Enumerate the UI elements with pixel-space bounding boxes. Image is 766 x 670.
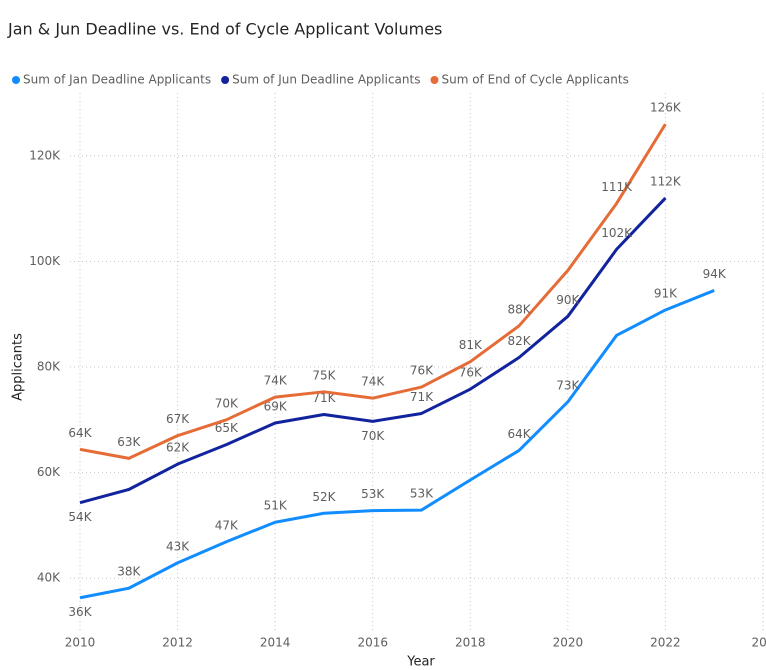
- data-label: 69K: [264, 399, 288, 413]
- data-label: 70K: [361, 429, 385, 443]
- legend-label: Sum of Jun Deadline Applicants: [232, 73, 420, 87]
- y-tick-label: 120K: [29, 148, 61, 162]
- data-label: 54K: [68, 510, 92, 524]
- y-axis-title: Applicants: [11, 333, 26, 401]
- legend-label: Sum of End of Cycle Applicants: [441, 73, 628, 87]
- legend-marker: [430, 76, 439, 84]
- data-label: 67K: [166, 412, 190, 426]
- data-label: 91K: [654, 286, 678, 300]
- x-tick-label: 2022: [650, 636, 681, 650]
- data-label: 64K: [68, 426, 92, 440]
- data-label: 76K: [459, 366, 483, 380]
- data-label: 94K: [703, 267, 727, 281]
- data-label: 63K: [117, 435, 141, 449]
- series-line: [79, 123, 667, 460]
- data-label: 102K: [601, 226, 633, 240]
- data-label: 38K: [117, 565, 141, 579]
- x-tick-label: 2012: [162, 636, 193, 650]
- data-label: 47K: [215, 518, 239, 532]
- data-label: 74K: [361, 375, 385, 389]
- data-label: 43K: [166, 539, 190, 553]
- legend-label: Sum of Jan Deadline Applicants: [23, 73, 211, 87]
- data-label: 88K: [508, 302, 532, 316]
- data-label: 36K: [68, 605, 92, 619]
- data-label: 65K: [215, 421, 239, 435]
- x-axis-title: Year: [406, 655, 435, 670]
- data-label: 90K: [556, 293, 580, 307]
- data-label: 81K: [459, 338, 483, 352]
- data-label: 73K: [556, 378, 580, 392]
- data-label: 53K: [361, 487, 385, 501]
- data-label: 74K: [264, 374, 288, 388]
- data-label: 52K: [312, 490, 336, 504]
- data-label: 75K: [312, 368, 336, 382]
- data-label: 53K: [410, 487, 434, 501]
- data-label: 112K: [650, 175, 682, 189]
- y-tick-label: 40K: [37, 571, 61, 585]
- y-tick-label: 80K: [37, 360, 61, 374]
- data-label: 126K: [650, 101, 682, 115]
- data-label: 71K: [410, 390, 434, 404]
- x-tick-label: 2020: [553, 636, 584, 650]
- x-tick-label: 202: [752, 636, 766, 650]
- legend-marker: [12, 76, 20, 84]
- chart-title: Jan & Jun Deadline vs. End of Cycle Appl…: [7, 20, 442, 39]
- data-label: 111K: [601, 180, 633, 194]
- data-label: 64K: [508, 427, 532, 441]
- y-tick-label: 60K: [37, 465, 61, 479]
- x-tick-label: 2014: [260, 636, 291, 650]
- data-label: 51K: [264, 499, 288, 513]
- series-line: [79, 289, 715, 600]
- data-label: 76K: [410, 364, 434, 378]
- legend-marker: [221, 76, 230, 84]
- data-label: 82K: [508, 334, 532, 348]
- series-line: [79, 197, 667, 505]
- x-tick-label: 2018: [455, 636, 486, 650]
- data-label: 70K: [215, 396, 239, 410]
- y-tick-label: 100K: [29, 254, 61, 268]
- data-label: 62K: [166, 441, 190, 455]
- x-tick-label: 2016: [357, 636, 388, 650]
- data-label: 71K: [312, 391, 336, 405]
- x-tick-label: 2010: [65, 636, 96, 650]
